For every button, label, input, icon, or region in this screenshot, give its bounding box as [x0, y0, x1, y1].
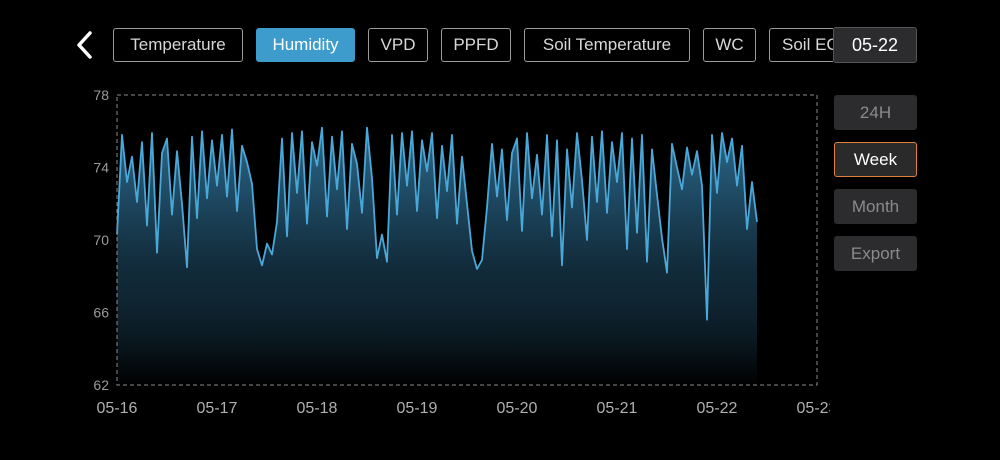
line [116, 126, 758, 321]
y-tick-label: 74 [93, 160, 109, 176]
tab[interactable]: PPFD [441, 28, 511, 62]
x-tick-label: 05-23 [797, 400, 830, 417]
tab[interactable]: Soil EC [769, 28, 833, 62]
date-picker[interactable]: 05-22 [833, 27, 917, 63]
x-tick-label: 05-17 [197, 400, 238, 417]
range-button[interactable]: Month [834, 189, 917, 224]
tab[interactable]: VPD [368, 28, 428, 62]
x-tick-label: 05-20 [497, 400, 538, 417]
tab[interactable]: Temperature [113, 28, 243, 62]
y-tick-label: 78 [93, 87, 109, 103]
tab-selected[interactable]: Humidity [256, 28, 355, 62]
x-tick-label: 05-19 [397, 400, 438, 417]
back-button[interactable] [66, 25, 106, 65]
export-button[interactable]: Export [834, 236, 917, 271]
chart: 62 66 70 74 78 05-16 05-17 05-18 05-19 05-20 05-21… [93, 87, 830, 417]
x-tick-label: 05-16 [97, 400, 138, 417]
x-tick-label: 05-18 [297, 400, 338, 417]
area [117, 127, 757, 386]
x-tick-label: 05-21 [597, 400, 638, 417]
tab[interactable]: Soil Temperature [524, 28, 690, 62]
x-tick-label: 05-22 [697, 400, 738, 417]
y-tick-label: 70 [93, 232, 109, 248]
y-tick-label: 62 [93, 377, 109, 393]
range-button[interactable]: 24H [834, 95, 917, 130]
plot-frame [116, 94, 818, 386]
tab[interactable]: WC [703, 28, 756, 62]
y-tick-label: 66 [93, 305, 109, 321]
range-button-selected[interactable]: Week [834, 142, 917, 177]
